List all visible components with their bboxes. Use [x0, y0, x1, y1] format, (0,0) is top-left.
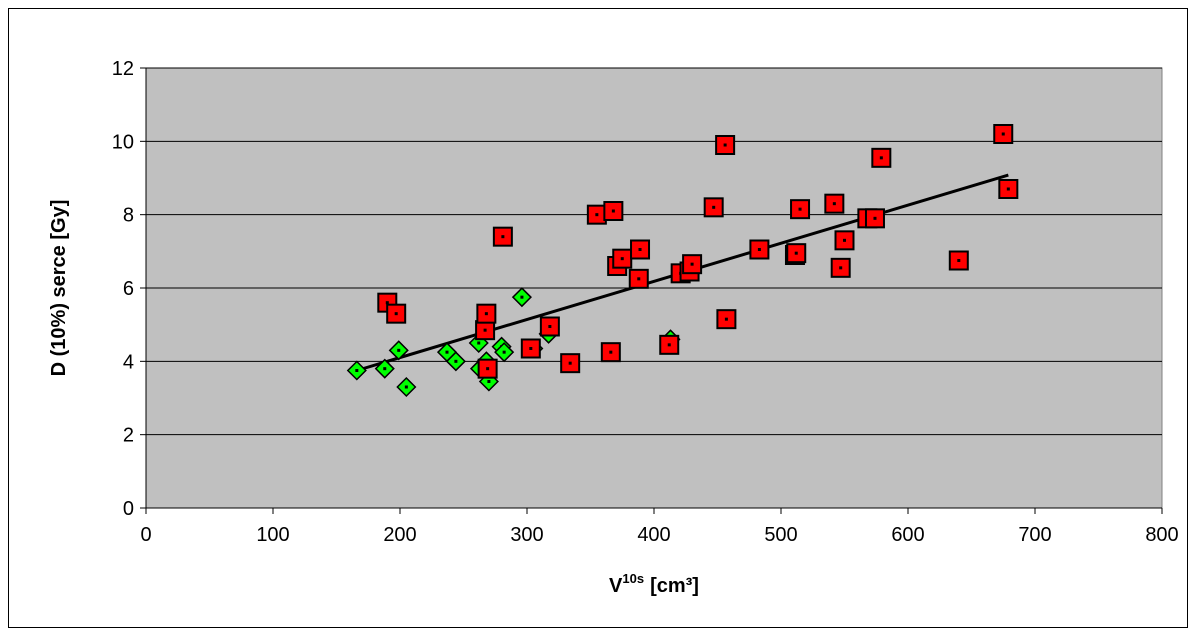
x-tick-label: 600	[891, 524, 924, 546]
data-point-square	[492, 226, 513, 247]
data-point-diamond	[445, 351, 466, 372]
data-point-square	[600, 342, 621, 363]
x-axis-label-superscript: 10s	[622, 571, 644, 586]
y-tick-label: 8	[123, 205, 134, 227]
axes	[140, 67, 1163, 514]
x-tick-label: 0	[140, 524, 151, 546]
data-point-square	[864, 208, 885, 229]
x-axis-label-unit: [cm³]	[650, 575, 699, 597]
data-point-square	[586, 204, 607, 225]
data-point-square	[993, 124, 1014, 144]
y-tick-label: 4	[123, 351, 134, 373]
data-point-square	[716, 309, 737, 330]
data-point-square	[612, 248, 633, 269]
data-points	[346, 124, 1019, 398]
x-axis-label: V10s [cm³]	[609, 571, 699, 597]
x-tick-label: 500	[764, 524, 797, 546]
data-point-square	[871, 147, 892, 168]
data-point-diamond	[374, 358, 395, 379]
data-point-square	[659, 334, 680, 355]
x-axis-label-main: V	[609, 575, 623, 597]
chart-frame: 0 2 4 6 8 10 12 0 100 200 300 400 500 600 700 800 D (10…	[8, 8, 1188, 628]
data-point-square	[476, 303, 497, 324]
data-point-square	[998, 179, 1019, 199]
data-point-square	[630, 239, 651, 260]
y-axis-label: D (10%) serce [Gy]	[48, 200, 70, 377]
x-tick-label: 200	[383, 524, 416, 546]
data-point-square	[603, 201, 624, 221]
data-point-square	[682, 254, 703, 275]
data-point-square	[948, 250, 969, 271]
data-point-square	[715, 135, 736, 155]
data-point-square	[477, 358, 498, 379]
data-point-diamond	[494, 342, 515, 363]
data-point-diamond	[388, 340, 409, 361]
gridlines	[146, 67, 1162, 436]
data-point-diamond	[346, 360, 367, 381]
x-tick-label: 700	[1018, 524, 1051, 546]
y-tick-label: 2	[123, 425, 134, 447]
data-point-square	[475, 320, 496, 341]
y-tick-label: 12	[112, 58, 134, 80]
y-tick-label: 6	[123, 278, 134, 300]
data-point-square	[560, 353, 581, 374]
data-point-square	[749, 239, 770, 260]
data-point-diamond	[396, 376, 417, 398]
tick-labels: 0 2 4 6 8 10 12 0 100 200 300 400 500 600 700 800	[112, 58, 1179, 546]
scatter-chart: 0 2 4 6 8 10 12 0 100 200 300 400 500 600 700 800 D (10…	[48, 58, 1179, 597]
data-point-square	[628, 268, 649, 289]
data-point-square	[834, 230, 855, 251]
x-tick-label: 800	[1145, 524, 1178, 546]
x-tick-label: 400	[637, 524, 670, 546]
x-tick-label: 300	[510, 524, 543, 546]
data-point-square	[703, 197, 724, 218]
data-point-square	[790, 199, 811, 220]
x-tick-label: 100	[256, 524, 289, 546]
data-point-square	[520, 338, 541, 359]
data-point-square	[786, 243, 807, 264]
data-point-diamond	[511, 287, 532, 308]
y-tick-label: 10	[112, 131, 134, 153]
data-point-square	[386, 303, 407, 324]
data-point-square	[830, 257, 851, 278]
data-point-square	[539, 316, 560, 337]
y-tick-label: 0	[123, 498, 134, 520]
data-point-square	[824, 193, 845, 214]
